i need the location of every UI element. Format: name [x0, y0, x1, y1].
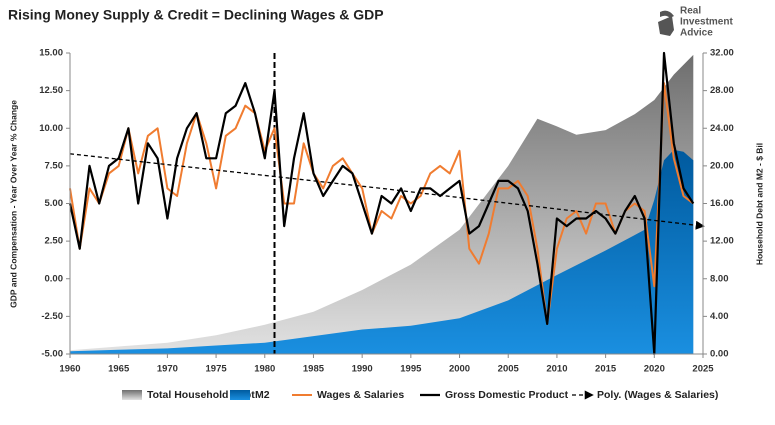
x-tick-label: 1970	[157, 364, 178, 375]
legend-swatch	[122, 390, 142, 400]
y2-tick-label: 16.00	[710, 198, 734, 209]
x-tick-label: 1960	[59, 364, 80, 375]
y-tick-label: 7.50	[45, 160, 64, 171]
line	[68, 51, 695, 356]
y2-tick-label: 4.00	[710, 311, 729, 322]
y-tick-label: -5.00	[41, 349, 63, 360]
y-axis-label: GDP and Compensation - Year Over Year % …	[8, 100, 18, 308]
x-tick-label: 1990	[352, 364, 373, 375]
legend-label: Wages & Salaries	[317, 389, 404, 401]
plot-area	[68, 51, 705, 356]
area	[70, 149, 694, 354]
y-tick-label: 0.00	[45, 273, 64, 284]
legend-label: M2	[255, 389, 270, 401]
line	[69, 82, 694, 325]
x-tick-label: 2005	[498, 364, 520, 375]
x-tick-label: 1995	[400, 364, 422, 375]
legend-label: Total Household Debt	[147, 389, 255, 401]
x-tick-label: 2020	[644, 364, 665, 375]
chart-title: Rising Money Supply & Credit = Declining…	[8, 7, 384, 23]
legend-label: Poly. (Wages & Salaries)	[597, 389, 718, 401]
x-tick-label: 1985	[303, 364, 325, 375]
brand: Investment	[680, 17, 733, 28]
y2-tick-label: 0.00	[710, 349, 729, 360]
y-tick-label: 2.50	[45, 236, 64, 247]
brand: Real	[680, 6, 701, 17]
legend-swatch	[230, 390, 250, 400]
x-tick-label: 1975	[206, 364, 228, 375]
y-tick-label: 10.00	[39, 123, 63, 134]
y2-axis-label: Household Debt and M2 - $ Bil	[754, 143, 764, 265]
x-tick-label: 1980	[254, 364, 275, 375]
x-tick-label: 2010	[546, 364, 567, 375]
brand: Advice	[680, 28, 713, 39]
x-tick-label: 2015	[595, 364, 617, 375]
x-tick-label: 2025	[692, 364, 714, 375]
y-tick-label: 5.00	[45, 198, 64, 209]
legend-label: Gross Domestic Product	[445, 389, 569, 401]
y-tick-label: 12.50	[39, 85, 63, 96]
area	[70, 54, 694, 355]
x-tick-label: 2000	[449, 364, 470, 375]
x-tick-label: 1965	[108, 364, 130, 375]
y2-tick-label: 8.00	[710, 273, 729, 284]
y-tick-label: 15.00	[39, 48, 63, 59]
y2-tick-label: 24.00	[710, 123, 734, 134]
y2-tick-label: 28.00	[710, 85, 734, 96]
y-tick-label: -2.50	[41, 311, 63, 322]
y2-tick-label: 32.00	[710, 48, 734, 59]
y2-tick-label: 20.00	[710, 160, 734, 171]
y2-tick-label: 12.00	[710, 236, 734, 247]
logo-icon	[658, 10, 674, 36]
